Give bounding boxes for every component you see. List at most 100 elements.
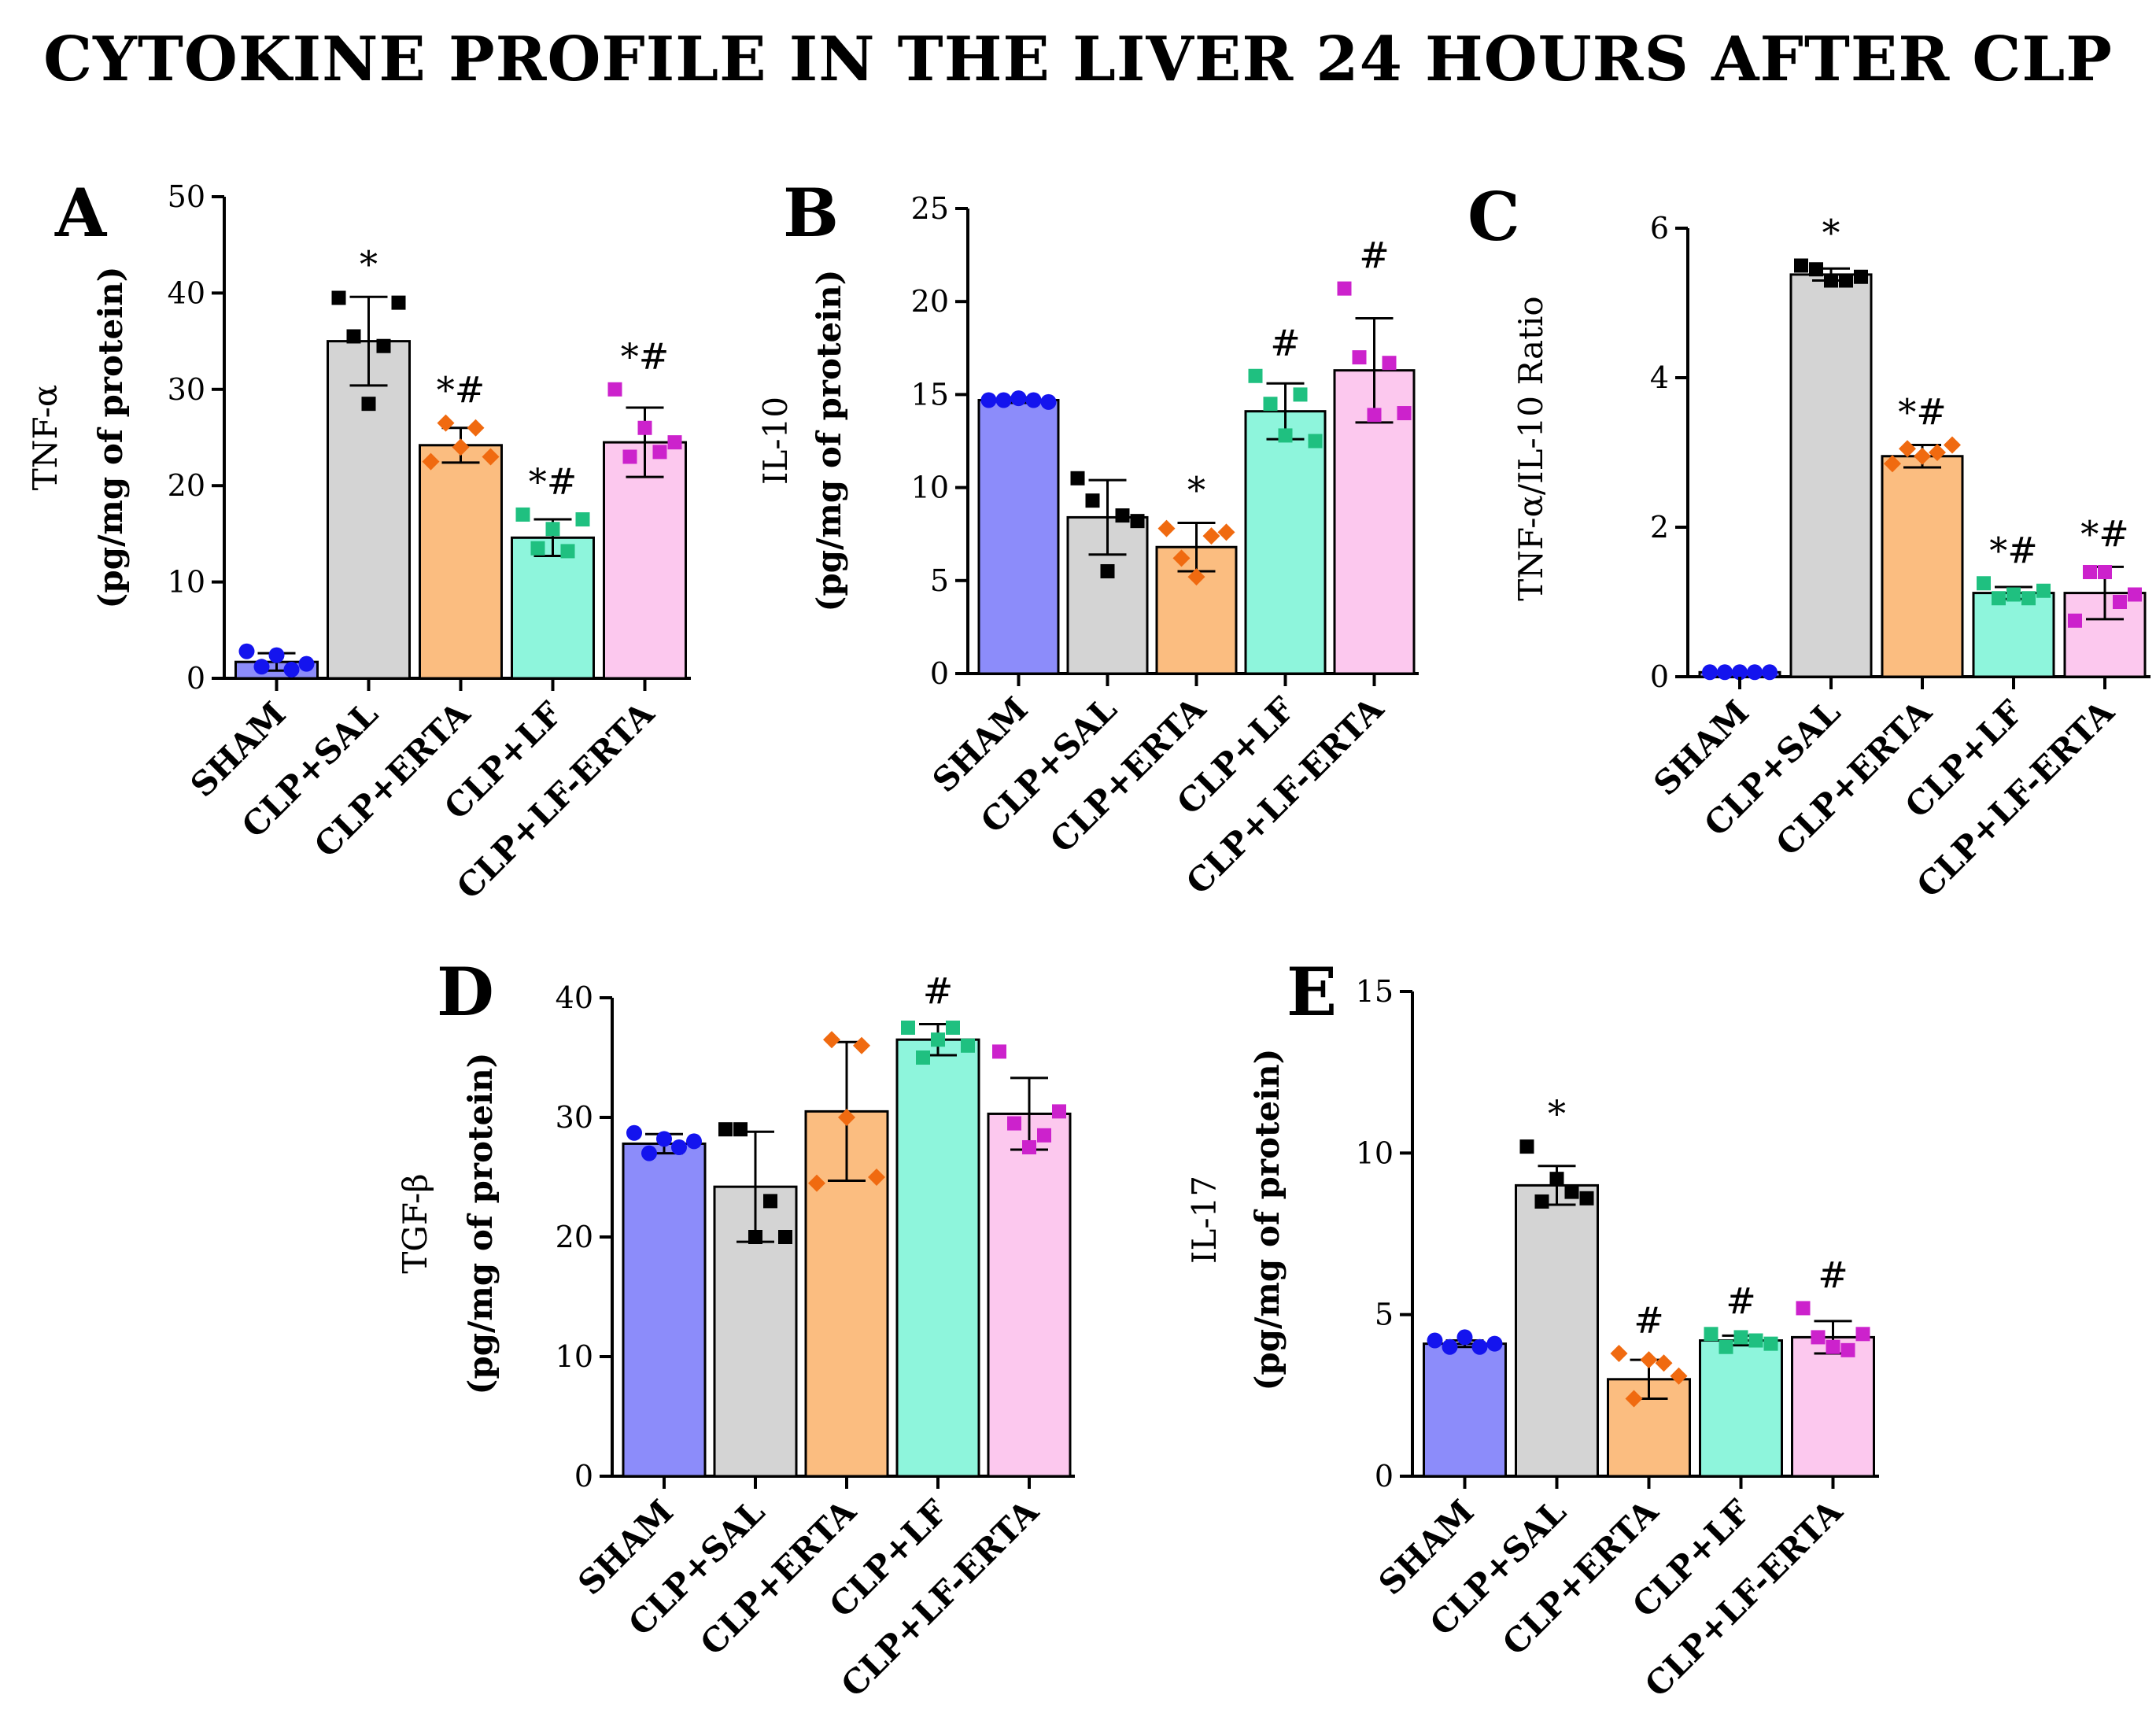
y-tick-label: 0 (930, 656, 949, 691)
y-tick-label: 20 (168, 468, 205, 503)
y-tick-label: 2 (1650, 510, 1669, 545)
significance-label: *# (1989, 529, 2038, 571)
y-axis-unit-label: (pg/mg of protein) (461, 1052, 500, 1394)
data-point (1037, 1128, 1051, 1143)
data-point (1187, 568, 1205, 586)
bar (987, 1112, 1072, 1478)
y-axis-label: TNF-α/IL-10 Ratio (1512, 296, 1550, 600)
data-point (391, 295, 406, 310)
y-tick-label: 20 (911, 284, 949, 319)
data-point (667, 435, 682, 450)
data-point (1519, 1139, 1534, 1154)
y-axis-unit-label: (pg/mg of protein) (810, 269, 848, 611)
data-point (1052, 1104, 1066, 1119)
data-point (575, 512, 590, 527)
significance-label: *# (2080, 512, 2129, 555)
data-point (901, 1021, 915, 1035)
data-point (763, 1194, 777, 1209)
data-point (961, 1038, 975, 1053)
bar (327, 340, 411, 680)
significance-label: # (1818, 1254, 1848, 1296)
y-tick-label: 10 (168, 565, 205, 600)
data-point (718, 1122, 733, 1137)
data-point (622, 449, 637, 464)
data-point (1717, 664, 1733, 681)
data-point (1022, 1140, 1036, 1154)
data-point (2113, 595, 2127, 609)
y-axis-label: TNF-α (26, 385, 65, 491)
data-point (1293, 387, 1308, 402)
y-axis-unit-label: (pg/mg of protein) (91, 266, 130, 608)
data-point (2021, 591, 2036, 606)
y-tick-label: 50 (168, 179, 205, 214)
data-point (995, 392, 1012, 408)
data-point (641, 1145, 657, 1161)
bar (419, 444, 503, 680)
data-point (1899, 440, 1916, 458)
panel-letter: D (437, 953, 494, 1031)
data-point (1762, 664, 1778, 681)
y-axis-label: TGF-β (396, 1173, 434, 1273)
data-point (298, 655, 315, 672)
data-point (656, 1131, 672, 1147)
data-point (946, 1021, 960, 1035)
panel-letter: E (1287, 953, 1337, 1031)
data-point (2068, 613, 2082, 628)
significance-label: # (923, 969, 954, 1012)
data-point (253, 659, 270, 675)
data-point (853, 1036, 870, 1054)
y-tick-label: 15 (911, 377, 949, 412)
data-point (1944, 436, 1961, 454)
data-point (1248, 368, 1263, 383)
y-tick-label: 4 (1650, 360, 1669, 395)
data-point (1748, 1333, 1763, 1348)
data-point (530, 541, 545, 556)
data-point (1115, 508, 1130, 523)
data-point (422, 452, 440, 471)
data-point (1100, 563, 1115, 578)
significance-label: *# (529, 460, 578, 503)
bar (1791, 1335, 1875, 1478)
y-tick-label: 40 (556, 980, 593, 1015)
data-point (686, 1133, 702, 1150)
data-point (545, 522, 560, 537)
significance-label: * (1187, 469, 1205, 511)
data-point (931, 1032, 945, 1047)
data-point (1549, 1172, 1564, 1187)
data-point (823, 1031, 840, 1049)
data-point (1704, 1327, 1719, 1342)
data-point (671, 1139, 687, 1155)
data-point (346, 329, 361, 344)
data-point (1747, 664, 1763, 681)
data-point (1471, 1338, 1488, 1355)
bar (1423, 1342, 1507, 1478)
bar (1972, 592, 2055, 678)
data-point (1826, 1339, 1840, 1354)
significance-label: * (1548, 1092, 1566, 1135)
data-point (1010, 390, 1027, 407)
significance-label: # (1270, 322, 1301, 364)
data-point (748, 1230, 762, 1244)
data-point (1854, 269, 1868, 284)
y-tick-label: 5 (930, 563, 949, 598)
y-axis-label: IL-17 (1185, 1176, 1224, 1264)
data-point (1263, 397, 1278, 412)
data-point (1811, 1330, 1826, 1345)
significance-label: *# (1898, 391, 1947, 434)
data-point (838, 1109, 855, 1126)
data-point (331, 290, 346, 305)
y-tick-label: 6 (1650, 211, 1669, 246)
data-point (1172, 549, 1191, 567)
data-point (1534, 1194, 1549, 1209)
data-point (1914, 447, 1931, 465)
figure-title: CYTOKINE PROFILE IN THE LIVER 24 HOURS A… (43, 24, 2113, 95)
data-point (238, 643, 255, 659)
data-point (1579, 1191, 1594, 1206)
data-point (1070, 471, 1085, 486)
data-point (1640, 1351, 1658, 1369)
data-point (1382, 356, 1397, 371)
data-point (1025, 392, 1042, 408)
